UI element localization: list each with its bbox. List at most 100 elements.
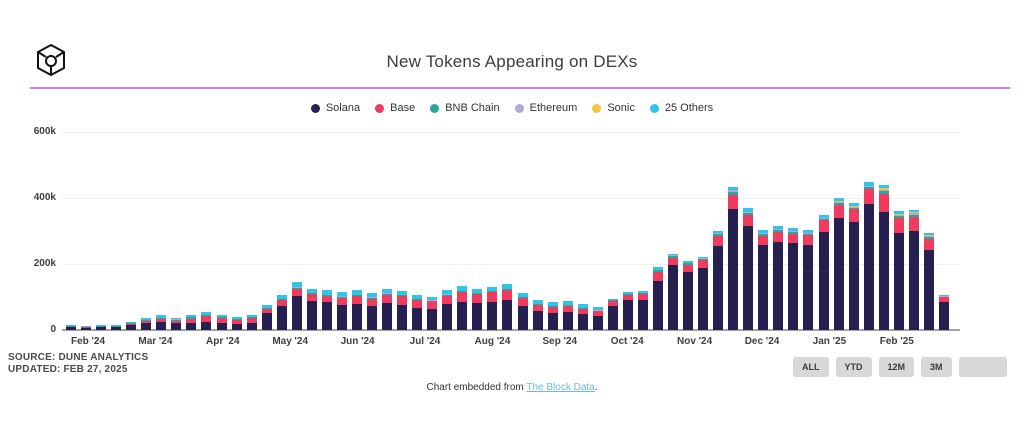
stacked-bar-week-34 xyxy=(562,300,573,330)
bar-segment-bnb-chain xyxy=(321,295,332,297)
bar-segment-25-others xyxy=(126,321,137,324)
page-title: New Tokens Appearing on DEXs xyxy=(386,52,638,71)
legend-item[interactable]: BNB Chain xyxy=(430,102,500,114)
the-block-data-link[interactable]: The Block Data xyxy=(526,382,595,393)
bar-segment-sonic xyxy=(818,217,829,219)
bar-segment-solana xyxy=(472,303,483,330)
bar-segment-bnb-chain xyxy=(698,259,709,261)
bar-segment-25-others xyxy=(562,300,573,305)
bar-segment-solana xyxy=(728,208,739,330)
bar-segment-base xyxy=(216,318,227,324)
bar-segment-sonic xyxy=(863,185,874,187)
bar-segment-base xyxy=(141,321,152,324)
bar-segment-solana xyxy=(126,325,137,330)
bar-segment-ethereum xyxy=(923,235,934,237)
bar-segment-solana xyxy=(171,323,182,330)
x-axis-tick-label: May '24 xyxy=(272,336,309,347)
embed-footer: Chart embedded from The Block Data. xyxy=(0,382,1024,393)
range-button-3m[interactable]: 3M xyxy=(921,357,952,377)
bar-segment-base xyxy=(878,194,889,212)
bar-segment-solana xyxy=(502,300,513,330)
bar-segment-base xyxy=(306,294,317,301)
bar-segment-sonic xyxy=(893,213,904,215)
range-button-all[interactable]: ALL xyxy=(793,357,829,377)
bar-segment-base xyxy=(532,305,543,312)
stacked-bar-week-15 xyxy=(276,295,287,330)
legend-item[interactable]: Solana xyxy=(310,102,360,114)
stacked-bar-week-17 xyxy=(306,288,317,330)
bar-segment-25-others xyxy=(216,314,227,317)
bar-segment-25-others xyxy=(201,311,212,315)
bar-segment-ethereum xyxy=(743,211,754,213)
bar-segment-base xyxy=(668,257,678,266)
stacked-bar-week-2 xyxy=(81,326,92,330)
x-axis-line xyxy=(62,329,960,331)
stacked-bar-week-1 xyxy=(66,325,76,330)
bar-segment-25-others xyxy=(427,297,438,301)
header-divider xyxy=(30,87,1010,89)
bar-segment-base xyxy=(487,292,498,302)
stacked-bar-week-45 xyxy=(728,187,739,330)
legend-item[interactable]: Sonic xyxy=(592,102,635,114)
y-axis-tick-label: 0 xyxy=(50,324,56,335)
x-axis-tick-label: Sep '24 xyxy=(542,336,578,347)
stacked-bar-week-39 xyxy=(637,291,648,330)
bar-segment-25-others xyxy=(863,181,874,186)
stacked-bar-week-58 xyxy=(923,232,934,330)
bar-segment-base xyxy=(652,272,663,282)
bar-segment-ethereum xyxy=(863,186,874,188)
range-button-ytd[interactable]: YTD xyxy=(835,357,872,377)
stacked-bar-week-57 xyxy=(908,209,919,330)
bar-segment-base xyxy=(502,290,513,301)
bar-segment-25-others xyxy=(336,292,347,297)
bar-segment-solana xyxy=(833,217,844,330)
stacked-bar-week-47 xyxy=(758,230,769,330)
bar-segment-base xyxy=(276,299,287,306)
bar-segment-solana xyxy=(306,300,317,330)
bar-segment-solana xyxy=(547,312,558,330)
bar-segment-base xyxy=(683,264,694,272)
range-button-blank[interactable] xyxy=(958,357,1007,377)
bar-segment-solana xyxy=(382,303,393,330)
stacked-bar-week-35 xyxy=(577,304,588,330)
bar-segment-25-others xyxy=(96,325,107,327)
bar-segment-solana xyxy=(367,305,377,330)
legend-item[interactable]: Base xyxy=(375,102,415,114)
bar-segment-bnb-chain xyxy=(652,270,663,273)
bar-segment-25-others xyxy=(683,261,694,263)
legend-item[interactable]: Ethereum xyxy=(514,102,577,114)
bar-segment-base xyxy=(743,215,754,227)
stacked-bar-week-28 xyxy=(472,288,483,330)
bar-segment-solana xyxy=(938,301,949,330)
bar-segment-solana xyxy=(758,245,769,330)
stacked-bar-week-19 xyxy=(336,292,347,330)
stacked-bar-week-3 xyxy=(96,325,107,330)
stacked-bar-week-43 xyxy=(698,256,709,330)
bar-segment-base xyxy=(562,305,573,312)
bar-segment-25-others xyxy=(141,317,152,320)
bar-segment-base xyxy=(607,301,618,306)
bar-segment-bnb-chain xyxy=(547,305,558,307)
y-axis-tick-label: 600k xyxy=(33,126,56,137)
legend-item[interactable]: 25 Others xyxy=(649,102,713,114)
bar-segment-25-others xyxy=(668,254,678,256)
bar-segment-base xyxy=(923,238,934,251)
bar-segment-solana xyxy=(683,271,694,330)
bar-segment-25-others xyxy=(156,315,167,318)
the-block-logo-icon[interactable] xyxy=(33,42,69,78)
bar-segment-base xyxy=(547,306,558,313)
bar-segment-ethereum xyxy=(788,230,799,232)
bar-segment-base xyxy=(592,311,603,316)
bar-segment-base xyxy=(472,294,483,304)
bar-segment-sonic xyxy=(908,211,919,214)
bar-segment-bnb-chain xyxy=(487,291,498,293)
bar-segment-bnb-chain xyxy=(622,294,633,296)
legend-color-dot xyxy=(375,103,385,113)
stacked-bar-week-27 xyxy=(457,286,468,330)
bar-segment-base xyxy=(412,299,423,308)
range-button-12m[interactable]: 12M xyxy=(878,357,915,377)
bar-segment-bnb-chain xyxy=(938,296,949,298)
bar-segment-25-others xyxy=(833,198,844,202)
bar-segment-solana xyxy=(773,241,784,330)
bar-segment-solana xyxy=(442,304,453,330)
